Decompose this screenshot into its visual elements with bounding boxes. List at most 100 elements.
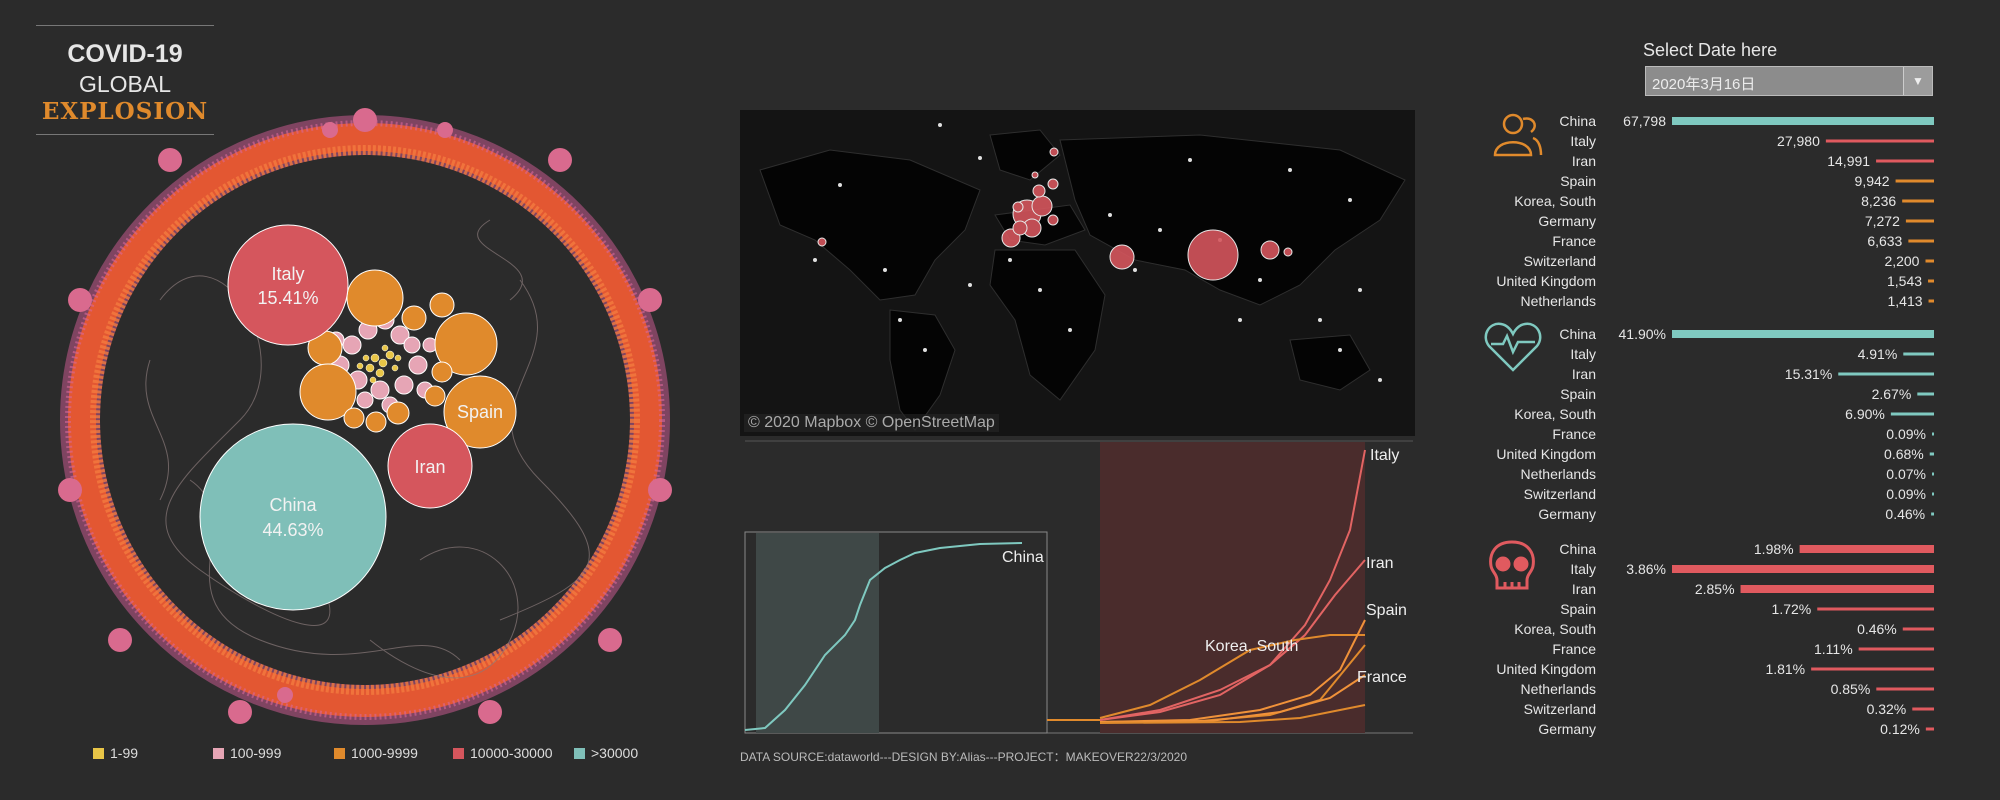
bar-value-label: 0.09% (1886, 486, 1926, 502)
bar-mark (1928, 279, 1934, 283)
case-bubbles (817, 147, 1293, 281)
skull-icon (1489, 540, 1535, 590)
bar-category-label: Iran (1572, 581, 1596, 597)
label-china-value: 44.63% (262, 520, 323, 540)
line-label-iran: Iran (1366, 555, 1394, 572)
legend-label: >30000 (591, 745, 639, 761)
bar-mark (1825, 139, 1934, 143)
bar-mark (1929, 452, 1934, 456)
virus-bubble-chart: Italy 15.41% Spain Iran China 44.63% (58, 108, 672, 725)
line-label-china: China (1002, 549, 1044, 566)
bar-value-label: 41.90% (1619, 326, 1666, 342)
bar-value-label: 1,543 (1887, 273, 1922, 289)
bar-mark (1908, 239, 1934, 243)
bar-value-label: 0.46% (1885, 506, 1925, 522)
bar-mark (1890, 412, 1934, 416)
bar-category-label: China (1559, 326, 1596, 342)
bar-value-label: 14,991 (1827, 153, 1870, 169)
legend-item-5: >30000 (574, 745, 638, 761)
line-iran (1099, 559, 1366, 721)
bar-mark (1932, 472, 1934, 476)
date-dropdown[interactable]: 2020年3月16日 ▼ (1645, 66, 1933, 96)
bar-mark (1672, 565, 1934, 573)
bar-value-label: 1.72% (1772, 601, 1812, 617)
bar-mark (1928, 299, 1934, 303)
bar-value-label: 7,272 (1865, 213, 1900, 229)
line-label-italy: Italy (1370, 447, 1399, 464)
label-italy-value: 15.41% (257, 288, 318, 308)
ranking-bar-panels: China 67,798 Italy 27,980 Iran 14,991 Spain 9,9… (1496, 113, 1934, 737)
bar-mark (1811, 667, 1934, 671)
label-china-name: China (269, 495, 317, 515)
bar-value-label: 1.98% (1754, 541, 1794, 557)
bar-category-label: Italy (1570, 133, 1596, 149)
bar-mark (1902, 627, 1934, 631)
line-labels: China Italy Iran Spain Korea, South Fran… (1002, 447, 1407, 686)
bar-category-label: United Kingdom (1496, 273, 1596, 289)
bar-value-label: 6.90% (1845, 406, 1885, 422)
bar-mark (1902, 199, 1934, 203)
line-label-spain: Spain (1366, 602, 1407, 619)
bar-category-label: China (1559, 541, 1596, 557)
land-masses (759, 129, 1406, 431)
bar-mark (1876, 159, 1934, 163)
title-line-1: COVID-19 (67, 40, 183, 68)
bar-category-label: Iran (1572, 366, 1596, 382)
bar-category-label: Spain (1560, 601, 1596, 617)
bar-mark (1925, 727, 1934, 731)
title-line-2: GLOBAL (78, 71, 172, 97)
bar-mark (1672, 330, 1934, 338)
bar-value-label: 4.91% (1858, 346, 1898, 362)
legend-swatch (574, 747, 585, 759)
bar-mark (1672, 117, 1934, 125)
bar-value-label: 1.81% (1765, 661, 1805, 677)
bar-mark (1932, 492, 1934, 496)
bar-value-label: 0.12% (1880, 721, 1920, 737)
bar-value-label: 0.07% (1886, 466, 1926, 482)
line-france (1099, 674, 1366, 723)
bar-mark (1740, 585, 1934, 593)
bar-category-label: Italy (1570, 561, 1596, 577)
virus-spikes (58, 108, 672, 724)
country-dots (813, 123, 1382, 382)
date-selector-label: Select Date here (1643, 40, 1778, 60)
bar-category-label: United Kingdom (1496, 446, 1596, 462)
bar-category-label: Italy (1570, 346, 1596, 362)
bar-category-label: China (1559, 113, 1596, 129)
bar-mark (1903, 352, 1934, 356)
legend-swatch (334, 747, 345, 759)
bubbles (199, 224, 517, 611)
line-italy (1099, 449, 1366, 721)
china-highlight-band (756, 533, 879, 733)
legend-swatch (213, 747, 224, 759)
dashboard-title: COVID-19 GLOBAL EXPLOSION (36, 25, 214, 135)
bar-mark (1925, 259, 1934, 263)
chevron-down-icon[interactable]: ▼ (1903, 67, 1932, 95)
legend-label: 100-999 (230, 745, 282, 761)
bar-mark (1932, 432, 1934, 436)
heart-pulse-icon (1484, 322, 1542, 372)
legend-label: 10000-30000 (470, 745, 553, 761)
legend-label: 1-99 (110, 745, 139, 761)
bar-category-label: France (1552, 426, 1596, 442)
bar-value-label: 9,942 (1855, 173, 1890, 189)
bar-value-label: 0.09% (1886, 426, 1926, 442)
map-attribution[interactable]: © 2020 Mapbox © OpenStreetMap (744, 414, 999, 432)
bar-category-label: Netherlands (1521, 466, 1597, 482)
bar-mark (1799, 545, 1934, 553)
bar-category-label: Korea, South (1514, 406, 1596, 422)
line-other (1099, 704, 1366, 724)
bar-value-label: 8,236 (1861, 193, 1896, 209)
bar-category-label: Spain (1560, 173, 1596, 189)
title-line-3: EXPLOSION (41, 98, 209, 125)
bar-mark (1838, 372, 1934, 376)
legend-item-3: 1000-9999 (334, 745, 418, 761)
bar-value-label: 0.85% (1831, 681, 1871, 697)
bar-mark (1895, 179, 1934, 183)
line-korea (1099, 634, 1365, 719)
world-map[interactable] (740, 110, 1415, 436)
bar-value-label: 2,200 (1884, 253, 1919, 269)
bar-category-label: France (1552, 233, 1596, 249)
bubble-china (199, 423, 387, 611)
label-spain-name: Spain (457, 402, 503, 422)
